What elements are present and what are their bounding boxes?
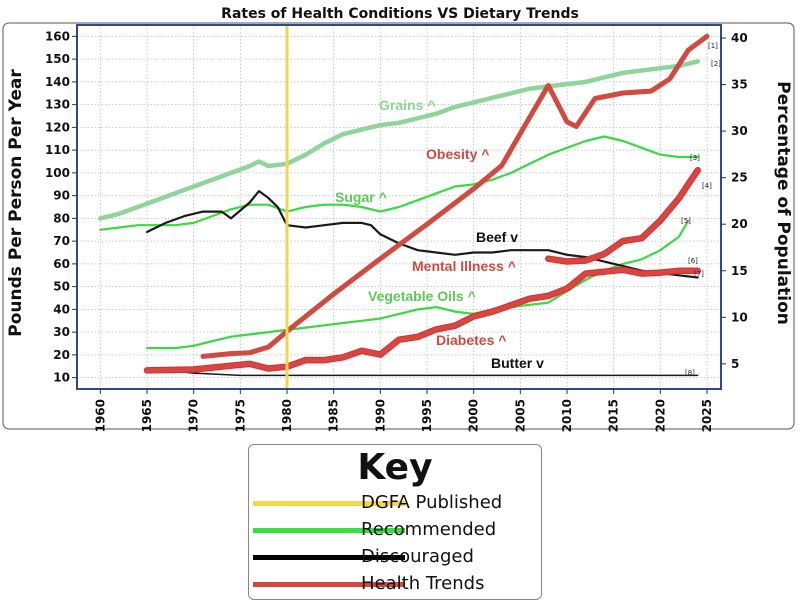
series-line-obesity	[200, 33, 710, 359]
y-left-tick-label: 100	[45, 166, 70, 180]
series-ref-butter: [8]	[685, 369, 695, 377]
chart-title: Rates of Health Conditions VS Dietary Tr…	[221, 6, 579, 22]
series-ref-sugar: [3]	[690, 154, 700, 162]
x-tick-label: 1960	[93, 399, 107, 432]
series-ref-grains: [2]	[711, 60, 721, 68]
x-tick-label: 2015	[607, 399, 621, 432]
chart-frame	[2, 22, 795, 430]
series-label-grains: Grains ^	[379, 97, 435, 113]
plot-border	[76, 24, 722, 390]
y-left-tick-label: 130	[45, 98, 70, 112]
x-tick-label: 1980	[280, 399, 294, 432]
y-axis-right-label: Percentage of Population	[773, 81, 793, 325]
y-right-tick-label: 30	[731, 124, 748, 138]
series-layer	[98, 25, 710, 389]
y-axis-left-label: Pounds Per Person Per Year	[6, 69, 26, 337]
y-left-tick-label: 140	[45, 75, 70, 89]
legend-title: Key	[357, 447, 433, 488]
y-left-tick-label: 50	[53, 280, 70, 294]
y-right-tick-label: 20	[731, 217, 748, 231]
series-label-diabetes: Diabetes ^	[436, 332, 506, 348]
legend-swatch-discouraged	[253, 555, 405, 560]
series-label-vegetable-oils: Vegetable Oils ^	[368, 288, 476, 304]
series-labels: Grains ^ [2] Sugar ^ [3] Vegetable Oils ^ [5]…	[335, 42, 721, 377]
y-left-tick-label: 60	[53, 257, 70, 271]
series-ref-mental-illness: [4]	[702, 182, 712, 190]
legend-label-recommended: Recommended	[361, 519, 497, 540]
y-left-tick-label: 10	[53, 371, 70, 385]
y-left-tick-label: 110	[45, 143, 70, 157]
y-left-tick-label: 90	[53, 189, 70, 203]
legend-label-discouraged: Discouraged	[361, 546, 474, 567]
series-line-sugar	[99, 135, 699, 231]
x-tick-label: 2025	[700, 399, 714, 432]
y-left-tick-label: 20	[53, 348, 70, 362]
series-ref-diabetes: [7]	[694, 270, 704, 278]
y-left-tick-label: 150	[45, 52, 70, 66]
y-right-tick-label: 5	[731, 357, 739, 371]
legend-item-health-trends: Health Trends	[249, 573, 541, 595]
y-left-tick-label: 40	[53, 302, 70, 316]
legend-item-recommended: Recommended	[249, 519, 541, 541]
x-tick-label: 2020	[653, 399, 667, 432]
legend-swatch-dgfa	[253, 501, 405, 506]
legend-item-dgfa: DGFA Published	[249, 492, 541, 514]
legend-swatch-recommended	[253, 528, 405, 533]
series-label-sugar: Sugar ^	[335, 189, 387, 205]
series-label-butter: Butter v	[491, 355, 544, 371]
x-tick-label: 1995	[420, 399, 434, 432]
y-right-tick-label: 40	[731, 31, 748, 45]
series-ref-beef: [6]	[688, 257, 698, 265]
x-tick-label: 1970	[187, 399, 201, 432]
series-ref-vegetable-oils: [5]	[681, 217, 691, 225]
x-tick-label: 1975	[233, 399, 247, 432]
legend-item-discouraged: Discouraged	[249, 546, 541, 568]
y-right-tick-label: 25	[731, 171, 748, 185]
y-right-tick-label: 10	[731, 310, 748, 324]
legend-label-dgfa: DGFA Published	[361, 492, 503, 513]
y-left-tick-label: 120	[45, 120, 70, 134]
series-label-obesity: Obesity ^	[426, 146, 489, 162]
y-left-tick-label: 160	[45, 29, 70, 43]
legend-label-health-trends: Health Trends	[361, 573, 485, 594]
series-label-mental-illness: Mental Illness ^	[412, 258, 516, 274]
axes: 10 20 30 40 50 60 70 80 90 100 110 120 130 140 150 160 5…	[45, 24, 748, 432]
y-right-tick-label: 35	[731, 78, 748, 92]
y-left-tick-label: 70	[53, 234, 70, 248]
series-label-beef: Beef v	[476, 229, 518, 245]
x-tick-label: 1985	[327, 399, 341, 432]
x-tick-label: 2005	[513, 399, 527, 432]
y-right-tick-label: 15	[731, 264, 748, 278]
x-tick-label: 2010	[560, 399, 574, 432]
x-tick-label: 2000	[467, 399, 481, 432]
y-left-tick-label: 80	[53, 211, 70, 225]
legend: Key DGFA Published Recommended Discourag…	[248, 444, 542, 600]
series-line-grains	[98, 59, 700, 221]
x-tick-label: 1965	[140, 399, 154, 432]
y-left-tick-label: 30	[53, 325, 70, 339]
series-ref-obesity: [1]	[708, 42, 718, 50]
chart: Rates of Health Conditions VS Dietary Tr…	[2, 6, 795, 432]
legend-swatch-health-trends	[253, 582, 405, 587]
series-line-diabetes	[144, 267, 700, 373]
series-line-mental-illness	[546, 167, 700, 264]
x-tick-label: 1990	[373, 399, 387, 432]
series-line-butter	[146, 367, 699, 377]
